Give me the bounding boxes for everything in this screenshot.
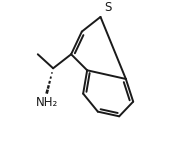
Text: S: S	[104, 1, 111, 14]
Text: NH₂: NH₂	[36, 96, 58, 109]
